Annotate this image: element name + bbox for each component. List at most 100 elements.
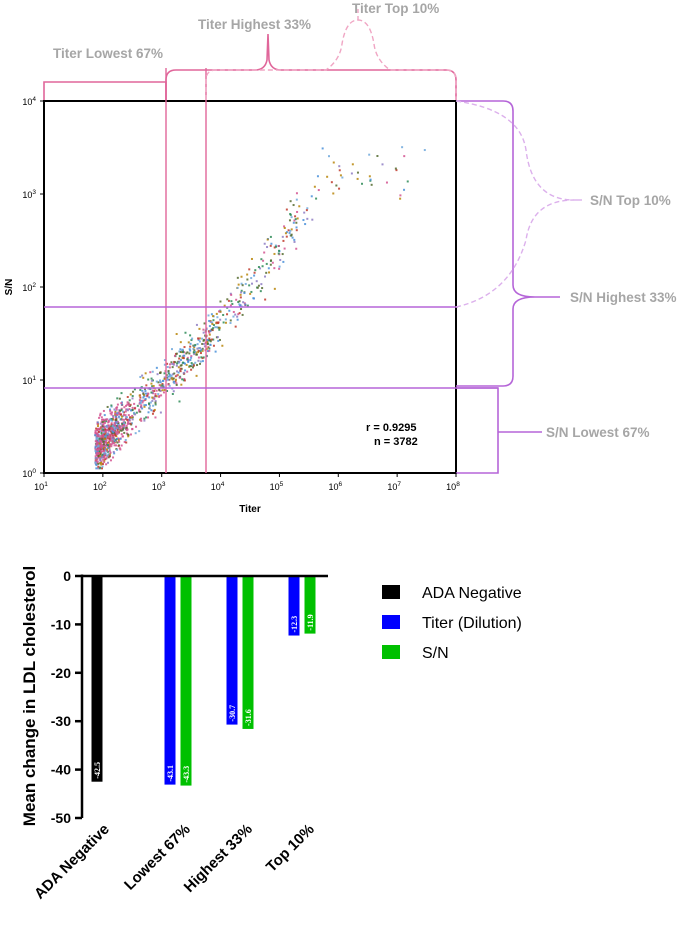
scatter-point [146,394,149,397]
scatter-point [215,326,218,329]
y-tick-label: 102 [22,282,36,293]
scatter-point [180,364,183,367]
scatter-point [172,390,175,393]
scatter-point [381,163,384,166]
scatter-point [103,421,106,424]
scatter-point [278,267,281,270]
scatter-point [139,396,142,399]
scatter-point [108,429,111,432]
scatter-point [210,328,213,331]
scatter-point [368,153,371,156]
scatter-point [356,171,359,174]
scatter-point [99,430,102,433]
scatter-point [148,402,151,405]
scatter-point [201,342,204,345]
scatter-point [232,315,235,318]
scatter-point [107,453,110,456]
scatter-plot-frame [43,100,457,474]
scatter-point [127,402,130,405]
scatter-point [209,343,212,346]
scatter-point [369,179,372,182]
scatter-point [174,375,177,378]
scatter-point [143,387,146,390]
scatter-point [149,401,152,404]
scatter-point [98,437,101,440]
bar [164,576,176,785]
scatter-point [114,424,117,427]
scatter-point [103,461,106,464]
scatter-point [207,330,210,333]
scatter-point [285,235,288,238]
scatter-point [163,376,166,379]
scatter-point [202,339,205,342]
sn-highest-label: S/N Highest 33% [570,290,677,305]
scatter-point [296,217,299,220]
scatter-point [95,427,98,430]
scatter-point [316,175,319,178]
scatter-point [339,174,342,177]
scatter-point [291,236,294,239]
scatter-point [115,440,118,443]
scatter-point [103,450,106,453]
scatter-point [115,435,118,438]
scatter-point [168,378,171,381]
scatter-point [163,359,166,362]
scatter-point [109,436,112,439]
scatter-point [295,247,298,250]
scatter-point [143,395,146,398]
scatter-point [129,393,132,396]
scatter-point [188,348,191,351]
scatter-point [207,346,210,349]
scatter-point [214,326,217,329]
scatter-point [399,194,402,197]
scatter-point [298,205,301,208]
scatter-point [201,360,204,363]
scatter-point [285,231,288,234]
scatter-point [180,349,183,352]
scatter-point [178,360,181,363]
scatter-point [295,221,298,224]
scatter-point [236,315,239,318]
scatter-point [100,460,103,463]
scatter-point [110,404,113,407]
scatter-point [118,425,121,428]
scatter-point [121,435,124,438]
scatter-point [237,313,240,316]
bar-y-tick-label: -20 [51,665,71,681]
scatter-point [223,304,226,307]
scatter-point [173,382,176,385]
scatter-point [155,366,158,369]
scatter-point [190,339,193,342]
scatter-point [227,299,230,302]
scatter-point [315,197,318,200]
scatter-point [197,347,200,350]
scatter-point [202,356,205,359]
scatter-point [208,319,211,322]
scatter-point [134,432,137,435]
scatter-point [95,435,98,438]
scatter-point [123,418,126,421]
scatter-point [153,397,156,400]
scatter-point [110,405,113,408]
scatter-point [260,258,263,261]
scatter-point [257,266,260,269]
scatter-point [151,391,154,394]
sn-top-label: S/N Top 10% [590,193,671,208]
scatter-point [124,404,127,407]
scatter-point [139,388,142,391]
scatter-point [109,459,112,462]
scatter-point [313,185,316,188]
x-tick-label: 103 [152,481,166,492]
scatter-point [192,364,195,367]
scatter-point [98,427,101,430]
scatter-point [101,453,104,456]
scatter-point [148,404,151,407]
x-tick-label: 101 [34,481,48,492]
scatter-point [216,336,219,339]
scatter-point [104,448,107,451]
scatter-point [288,231,291,234]
scatter-point [193,350,196,353]
scatter-point [246,304,249,307]
scatter-point [110,443,113,446]
scatter-point [100,427,103,430]
